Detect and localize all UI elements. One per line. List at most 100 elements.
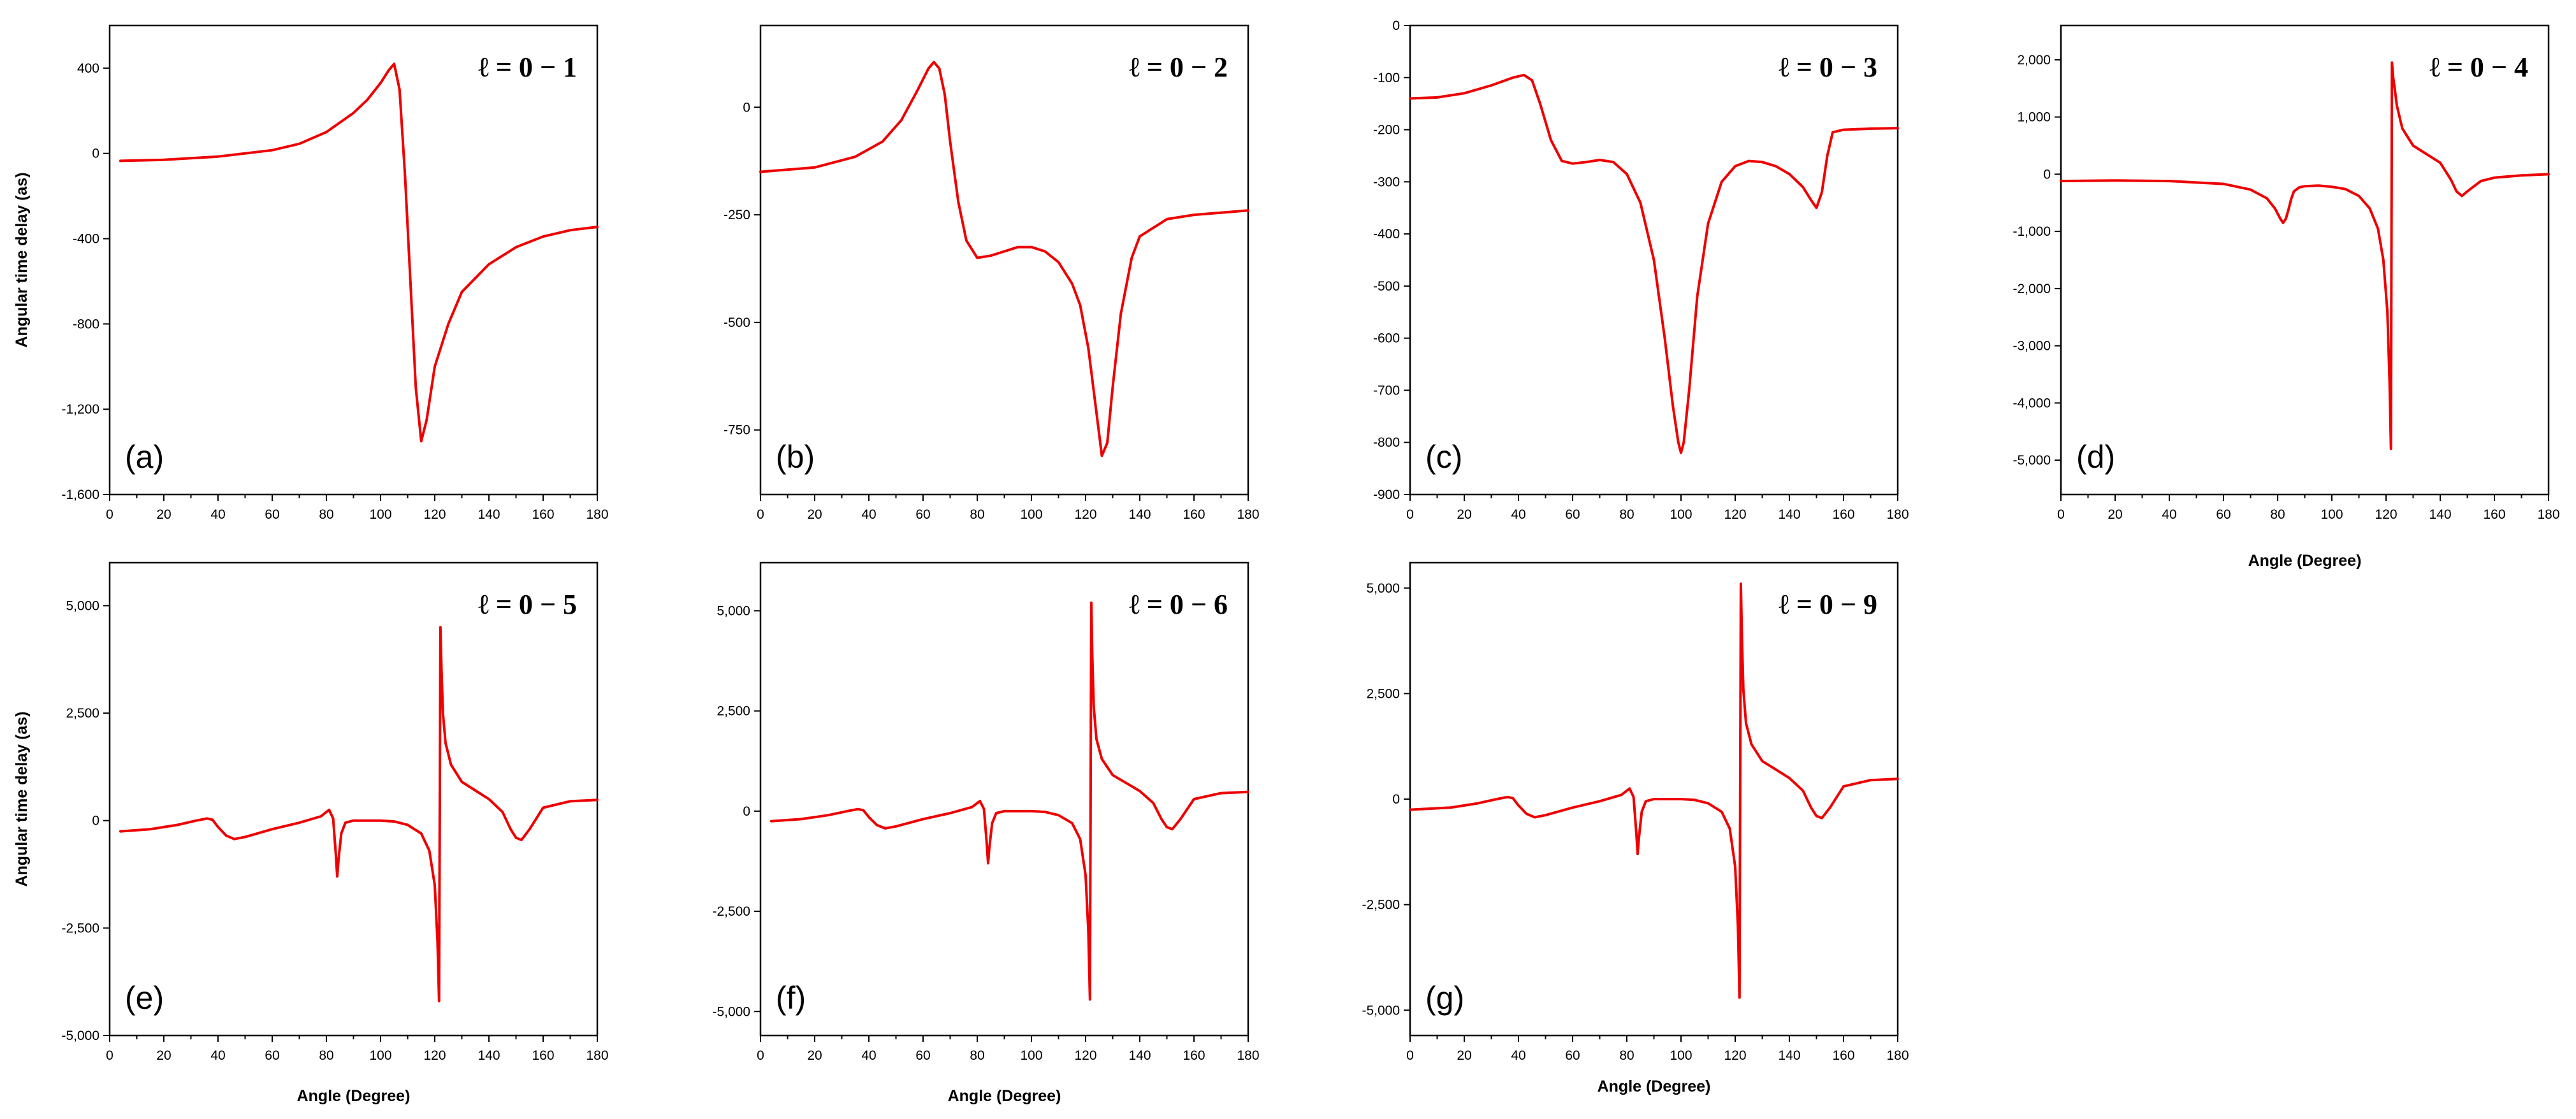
y-tick-label: -4,000	[2012, 396, 2051, 410]
y-tick-label: -200	[1373, 123, 1400, 138]
x-tick-label: 180	[586, 1048, 608, 1063]
panel-g: 0 20 40 60 80 100 120 140 160 180 5,000 2,500 0 -2,50…	[1362, 561, 1909, 1095]
y-tick-label: -5,000	[2012, 453, 2051, 468]
y-tick-label: 0	[92, 814, 99, 828]
y-tick-label: -2,000	[2012, 282, 2051, 296]
x-tick-label: 160	[1832, 1048, 1854, 1063]
legend-annotation: ℓ = 0 − 6	[1129, 589, 1228, 620]
y-tick-label: 0	[92, 147, 99, 161]
x-tick-label: 40	[1511, 1048, 1525, 1063]
y-tick-label: 2,000	[2017, 53, 2051, 68]
x-tick-label: 60	[265, 1048, 279, 1063]
y-tick-label: -750	[724, 423, 750, 438]
x-tick-label: 140	[477, 1048, 500, 1063]
panel-label: (g)	[1425, 980, 1464, 1016]
y-tick-label: -600	[1373, 331, 1400, 346]
x-tick-label: 140	[1778, 1048, 1800, 1063]
x-tick-label: 60	[915, 1048, 930, 1063]
x-axis-title: Angle (Degree)	[948, 1087, 1061, 1105]
x-tick-label: 80	[319, 1048, 333, 1063]
x-tick-label: 180	[1237, 1048, 1259, 1063]
x-axis-title: Angle (Degree)	[297, 1087, 411, 1105]
x-tick-label: 100	[1670, 1048, 1692, 1063]
y-tick-label: 0	[2043, 167, 2051, 182]
legend-annotation: ℓ = 0 − 2	[1129, 52, 1228, 83]
y-tick-label: 0	[743, 804, 750, 819]
x-tick-label: 0	[1406, 507, 1414, 522]
panel-label: (d)	[2076, 439, 2115, 475]
y-tick-label: 2,500	[1366, 686, 1400, 701]
y-tick-label: -800	[1373, 435, 1400, 450]
x-tick-label: 80	[970, 1048, 984, 1063]
series-line-f	[770, 601, 1249, 1001]
series-line-g	[1409, 582, 1899, 999]
panel-a: 0 20 40 60 80 100 120 140 160 180 400 0 -400 -800 -1,2…	[13, 24, 609, 522]
y-tick-label: 0	[1392, 18, 1400, 33]
x-tick-label: 0	[2057, 507, 2065, 522]
x-tick-label: 120	[423, 1048, 446, 1063]
x-tick-label: 0	[106, 1048, 113, 1063]
x-tick-label: 100	[1670, 507, 1692, 522]
x-tick-label: 0	[106, 507, 113, 522]
x-tick-label: 140	[1778, 507, 1800, 522]
y-tick-label: 0	[1392, 792, 1400, 807]
x-tick-label: 100	[369, 1048, 391, 1063]
x-tick-label: 180	[1886, 507, 1909, 522]
x-tick-label: 180	[2537, 507, 2559, 522]
y-tick-label: -2,500	[61, 921, 99, 935]
y-tick-label: -3,000	[2012, 339, 2051, 354]
y-tick-label: 5,000	[717, 603, 750, 618]
plot-frame	[108, 24, 599, 496]
panel-label: (a)	[125, 439, 164, 475]
y-tick-label: -5,000	[712, 1004, 750, 1019]
y-tick-label: -5,000	[1362, 1003, 1400, 1018]
plot-frame	[2060, 24, 2550, 496]
x-tick-label: 180	[1237, 507, 1259, 522]
y-tick-label: 400	[77, 61, 99, 76]
x-tick-label: 60	[2216, 507, 2230, 522]
series-line-a	[119, 62, 599, 443]
x-tick-label: 160	[1182, 1048, 1205, 1063]
x-tick-label: 0	[1406, 1048, 1414, 1063]
series-line-e	[119, 626, 599, 1002]
y-tick-label: -2,500	[712, 904, 750, 919]
x-tick-label: 180	[1886, 1048, 1909, 1063]
x-tick-label: 100	[2320, 507, 2343, 522]
plot-frame	[759, 561, 1249, 1037]
legend-annotation: ℓ = 0 − 3	[1779, 52, 1877, 83]
y-tick-label: -400	[73, 232, 99, 247]
x-tick-label: 80	[970, 507, 984, 522]
y-tick-label: -1,600	[61, 487, 99, 502]
panel-label: (f)	[776, 980, 806, 1016]
x-tick-label: 80	[2270, 507, 2285, 522]
y-axis-title: Angular time delay (as)	[13, 172, 31, 347]
legend-annotation: ℓ = 0 − 9	[1779, 589, 1877, 620]
x-tick-label: 160	[1832, 507, 1854, 522]
x-tick-label: 160	[532, 1048, 554, 1063]
y-tick-label: -400	[1373, 227, 1400, 242]
x-tick-label: 40	[1511, 507, 1525, 522]
y-tick-label: 1,000	[2017, 110, 2051, 125]
x-tick-label: 80	[1619, 507, 1634, 522]
y-tick-label: -800	[73, 317, 99, 331]
panel-label: (b)	[776, 439, 815, 475]
x-tick-label: 20	[1457, 507, 1471, 522]
y-tick-label: -500	[1373, 279, 1400, 294]
x-tick-label: 80	[1619, 1048, 1634, 1063]
x-tick-label: 140	[477, 507, 500, 522]
legend-annotation: ℓ = 0 − 4	[2429, 52, 2528, 83]
x-tick-label: 0	[757, 507, 764, 522]
x-tick-label: 20	[1457, 1048, 1471, 1063]
x-tick-label: 100	[369, 507, 391, 522]
x-tick-label: 120	[1074, 507, 1096, 522]
y-tick-label: -5,000	[61, 1029, 99, 1043]
x-tick-label: 120	[1724, 1048, 1746, 1063]
y-tick-label: -1,000	[2012, 224, 2051, 239]
x-tick-label: 60	[1565, 1048, 1580, 1063]
y-axis-title: Angular time delay (as)	[13, 711, 31, 886]
plot-frame	[759, 24, 1249, 496]
x-tick-label: 60	[1565, 507, 1580, 522]
y-tick-label: 5,000	[66, 598, 99, 613]
y-tick-label: 2,500	[66, 706, 99, 721]
x-tick-label: 120	[1724, 507, 1746, 522]
